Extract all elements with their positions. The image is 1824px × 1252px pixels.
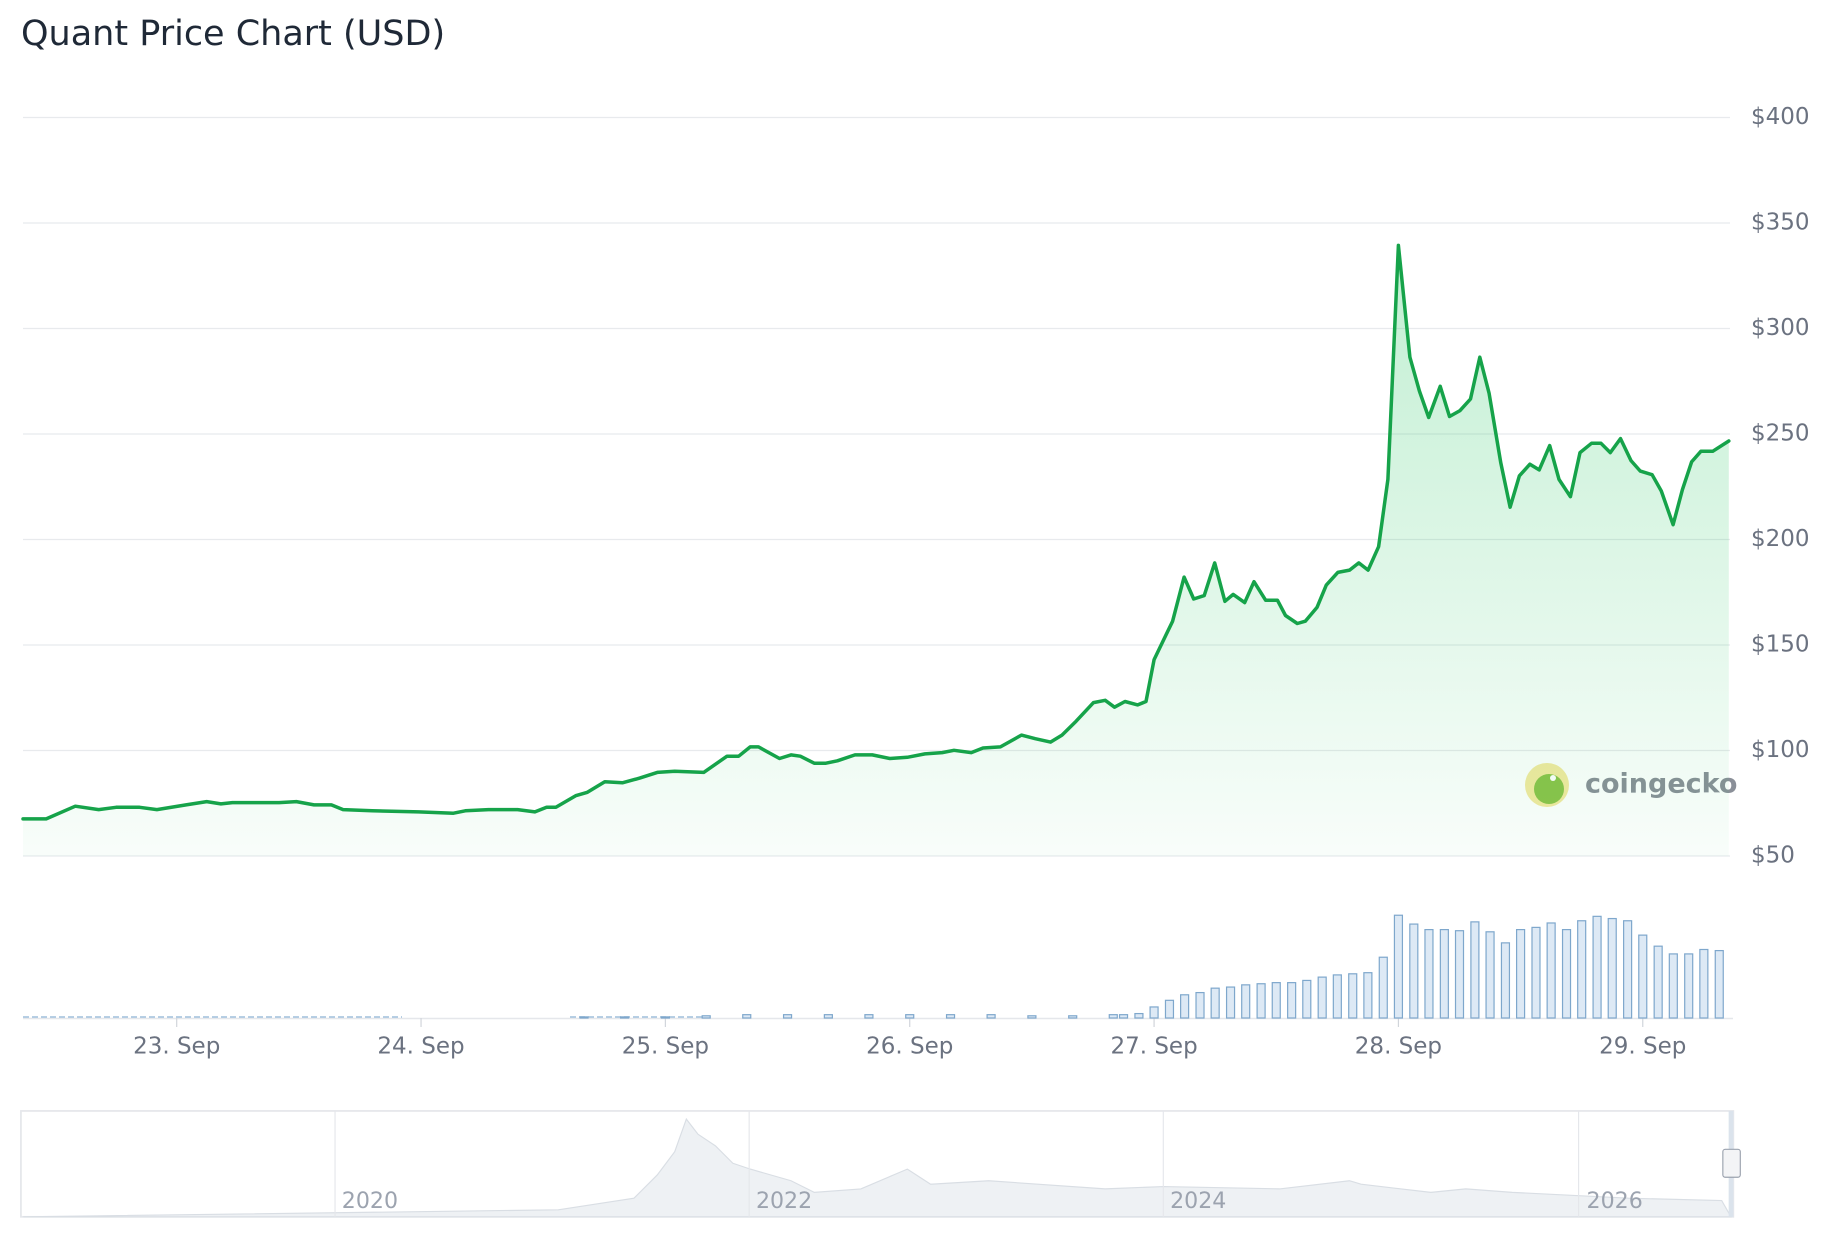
navigator-label: 2024 — [1170, 1188, 1226, 1214]
y-tick-label: $200 — [1751, 526, 1810, 552]
volume-bar — [1378, 956, 1388, 1019]
y-tick-label: $150 — [1751, 632, 1810, 658]
volume-bar — [1134, 1012, 1144, 1019]
volume-bar — [1500, 942, 1511, 1019]
y-tick-label: $400 — [1751, 104, 1810, 130]
volume-bar — [1561, 928, 1572, 1019]
volume-bar — [1439, 928, 1449, 1019]
volume-bar — [1546, 922, 1556, 1019]
volume-bar — [823, 1014, 833, 1019]
volume-bar — [1195, 991, 1205, 1019]
volume-bar — [1470, 921, 1480, 1019]
x-tick-label: 27. Sep — [1110, 1034, 1197, 1060]
volume-bar — [1684, 953, 1694, 1019]
navigator-label: 2026 — [1587, 1188, 1643, 1214]
volume-bar — [660, 1016, 670, 1019]
volume-bar — [1302, 979, 1312, 1019]
x-tick-label: 24. Sep — [377, 1034, 464, 1060]
volume-bar — [1424, 928, 1434, 1019]
navigator-label: 2022 — [756, 1188, 812, 1214]
volume-bar — [1485, 931, 1495, 1019]
volume-bar — [1180, 994, 1190, 1019]
price-area — [23, 245, 1729, 856]
volume-bar — [1363, 972, 1373, 1019]
volume-bar — [864, 1014, 874, 1019]
x-tick-label: 23. Sep — [133, 1034, 220, 1060]
volume-bar — [986, 1014, 996, 1019]
volume-bar — [1271, 982, 1281, 1019]
volume-bar — [1287, 982, 1297, 1019]
volume-bar — [1108, 1014, 1118, 1019]
volume-bar — [1027, 1015, 1037, 1019]
y-tick-label: $50 — [1751, 843, 1795, 869]
volume-bar — [1623, 920, 1633, 1019]
navigator: 2020 2022 2024 2026 — [20, 1110, 1741, 1218]
volume-bar — [1210, 987, 1220, 1019]
volume-bar — [619, 1016, 630, 1019]
navigator-label: 2020 — [342, 1188, 398, 1214]
volume-bar — [1348, 973, 1358, 1019]
x-tick-label: 26. Sep — [866, 1034, 953, 1060]
volume-bar — [701, 1015, 711, 1019]
x-tick-label: 28. Sep — [1355, 1034, 1442, 1060]
x-tick-label: 29. Sep — [1599, 1034, 1686, 1060]
volume-bar — [1068, 1015, 1078, 1019]
volume-bar — [1592, 915, 1602, 1019]
volume-bar — [1118, 1014, 1129, 1019]
volume-bar — [1515, 928, 1526, 1019]
y-tick-label: $250 — [1751, 421, 1810, 447]
chart-title: Quant Price Chart (USD) — [21, 14, 445, 54]
y-tick-label: $300 — [1751, 315, 1810, 341]
y-tick-label: $350 — [1751, 210, 1810, 236]
volume-bar — [1699, 948, 1709, 1019]
volume-bar — [945, 1014, 956, 1019]
volume-bar — [1454, 930, 1465, 1019]
price-line — [21, 243, 1731, 821]
volume-bar — [1393, 914, 1404, 1019]
volume-bar — [1149, 1006, 1159, 1019]
volume-bar — [1714, 949, 1724, 1019]
volume-bar — [1225, 986, 1236, 1019]
volume-bar — [1241, 984, 1251, 1019]
navigator-handle[interactable] — [1722, 1148, 1741, 1178]
volume-bar — [1531, 926, 1541, 1019]
volume-bar — [1317, 976, 1327, 1019]
volume-bar — [1653, 945, 1663, 1019]
volume-bar — [579, 1016, 589, 1019]
volume-bar — [1638, 934, 1648, 1019]
volume-bar — [1668, 953, 1678, 1019]
volume-bar — [1256, 983, 1266, 1019]
y-tick-label: $100 — [1751, 737, 1810, 763]
volume-bar — [1332, 974, 1342, 1019]
volume-bar — [1577, 920, 1587, 1019]
volume-bar — [1164, 999, 1175, 1019]
volume-bar — [742, 1014, 752, 1019]
volume-bar — [1409, 923, 1419, 1019]
volume-bar — [782, 1014, 793, 1019]
x-tick-label: 25. Sep — [622, 1034, 709, 1060]
volume-bar — [1607, 917, 1617, 1019]
volume-bar — [905, 1014, 915, 1019]
navigator-area — [23, 1117, 1732, 1218]
